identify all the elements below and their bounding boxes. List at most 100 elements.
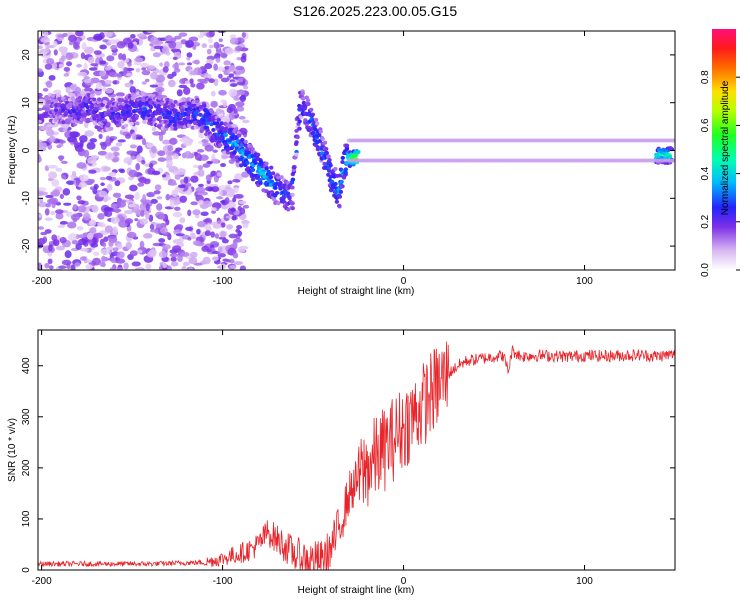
- spectrogram-cell: [333, 166, 338, 171]
- spectrogram-cell: [112, 106, 118, 111]
- spectrogram-cell: [55, 209, 64, 214]
- spectrogram-cell: [291, 165, 297, 170]
- spectrogram-cell: [105, 88, 114, 94]
- spectrogram-cell: [668, 146, 673, 151]
- spectrogram-cell: [119, 169, 126, 174]
- spectrogram-cell: [135, 121, 140, 126]
- spectrogram-cell: [221, 128, 226, 133]
- spectrogram-cell: [328, 174, 333, 179]
- spectrogram-cell: [202, 256, 211, 265]
- spectrogram-cell: [218, 73, 223, 79]
- colorbar-tick-label: 0.0: [700, 263, 711, 277]
- spectrogram-cell: [290, 201, 295, 206]
- spectrogram-cell: [169, 200, 175, 208]
- bottom-x-axis-label: Height of straight line (km): [298, 585, 415, 596]
- spectrogram-cell: [99, 70, 106, 77]
- spectrogram-cell: [158, 214, 166, 220]
- spectrogram-cell: [144, 109, 149, 114]
- x-tick-label: -100: [213, 276, 233, 287]
- spectrogram-cell: [178, 32, 188, 37]
- spectrogram-cell: [76, 162, 87, 169]
- spectrogram-cell: [61, 174, 67, 180]
- spectrogram-cell: [169, 115, 174, 120]
- spectrogram-cell: [152, 117, 157, 122]
- spectrogram-cell: [93, 232, 104, 239]
- spectrogram-cell: [38, 154, 42, 163]
- spectrogram-cell: [75, 242, 82, 250]
- spectrogram-cell: [178, 62, 186, 66]
- spectrogram-cell: [129, 184, 138, 192]
- spectrogram-cell: [155, 223, 163, 229]
- spectrogram-cell: [192, 209, 201, 216]
- spectrogram-cell: [71, 239, 79, 245]
- x-tick-label: -200: [32, 276, 52, 287]
- spectrogram-cell: [55, 167, 63, 172]
- spectrogram-cell: [167, 73, 174, 80]
- spectrogram-cell: [148, 214, 154, 222]
- spectrogram-cell: [136, 145, 143, 154]
- spectrogram-cell: [153, 40, 164, 45]
- spectrogram-cell: [123, 157, 133, 164]
- spectrogram-cell: [65, 211, 73, 217]
- spectrogram-cell: [144, 92, 149, 97]
- spectrogram-cell: [242, 119, 250, 124]
- x-tick-label: 100: [576, 576, 593, 587]
- spectrogram-cell: [76, 226, 84, 231]
- spectrogram-cell: [221, 205, 229, 210]
- spectrogram-cell: [146, 31, 157, 34]
- spectrogram-cell: [294, 128, 299, 133]
- spectrogram-cell: [204, 230, 211, 237]
- spectrogram-cell: [46, 58, 55, 65]
- spectrogram-cell: [139, 101, 145, 106]
- spectrogram-cell: [63, 110, 69, 115]
- spectrogram-cell: [112, 192, 122, 198]
- spectrogram-cell: [58, 46, 68, 53]
- spectrogram-cell: [239, 265, 246, 270]
- spectrogram-cell: [71, 109, 77, 114]
- spectrogram-cell: [48, 74, 56, 81]
- spectrogram-cell: [250, 167, 256, 172]
- spectrogram-cell: [162, 244, 171, 250]
- spectrogram-cell: [38, 226, 45, 230]
- spectrogram-cell: [88, 219, 97, 227]
- spectrogram-cell: [171, 189, 179, 197]
- spectrogram-cell: [64, 250, 72, 259]
- spectrogram-cell: [38, 141, 44, 149]
- spectrogram-cell: [194, 153, 202, 161]
- spectrogram-cell: [142, 106, 147, 111]
- spectrogram-cell: [82, 212, 91, 221]
- spectrogram-cell: [89, 227, 97, 234]
- spectrogram-cell: [163, 119, 168, 124]
- spectrogram-cell: [180, 251, 190, 257]
- spectrogram-cell: [63, 73, 70, 77]
- spectrogram-cell: [73, 139, 78, 146]
- y-tick-label: 0: [21, 147, 32, 153]
- spectrogram-cell: [150, 71, 158, 80]
- x-tick-label: -200: [32, 576, 52, 587]
- spectrogram-cell: [667, 154, 673, 159]
- spectrogram-cell: [79, 256, 87, 261]
- spectrogram-cell: [123, 66, 128, 75]
- y-tick-label: 0: [21, 567, 32, 573]
- spectrogram-cell: [151, 145, 157, 154]
- spectrogram-cell: [48, 197, 59, 204]
- spectrogram-cell: [324, 146, 329, 151]
- spectrogram-cell: [58, 63, 64, 69]
- spectrogram-cell: [182, 117, 187, 122]
- spectrogram-cell: [179, 217, 186, 224]
- spectrogram-cell: [228, 73, 235, 78]
- spectrogram-cell: [77, 205, 87, 213]
- spectrogram-cell: [127, 106, 133, 111]
- spectrogram-cell: [45, 194, 54, 199]
- spectrogram-cell: [98, 133, 103, 140]
- spectrogram-cell: [341, 175, 347, 180]
- spectrogram-cell: [165, 97, 170, 102]
- spectrogram-cell: [104, 66, 112, 71]
- spectrogram-cell: [135, 91, 141, 96]
- spectrogram-cell: [172, 56, 178, 61]
- spectrogram-cell: [83, 149, 90, 158]
- spectrogram-cell: [201, 245, 210, 252]
- spectrogram-cell: [235, 65, 245, 71]
- spectrogram-cell: [272, 197, 277, 202]
